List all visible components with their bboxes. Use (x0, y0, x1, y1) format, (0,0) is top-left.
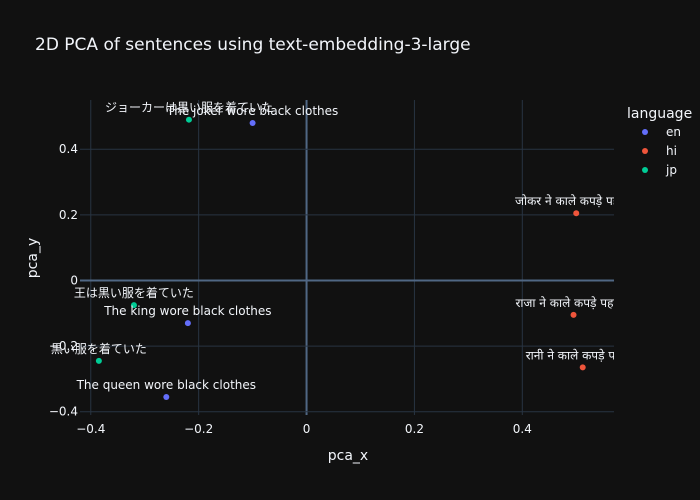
legend-label: en (666, 125, 681, 139)
tick-labels: −0.4 −0.2 0 0.2 0.4 −0.4 −0.2 0 0.2 0.4 (49, 142, 532, 436)
data-label: जोकर ने काले कपड़े पहने थे (515, 194, 638, 208)
data-label: The king wore black clothes (103, 304, 271, 318)
data-label: 王は黒い服を着ていた (74, 285, 194, 300)
data-label: The joker wore black clothes (166, 104, 338, 118)
data-label: ジョーカーは黒い服を着ていた (105, 100, 273, 115)
data-point-jp[interactable] (95, 357, 102, 364)
data-point-jp[interactable] (185, 116, 192, 123)
data-point-hi[interactable] (573, 210, 580, 217)
data-label: 黒い服を着ていた (51, 341, 147, 356)
y-tick-label: 0 (70, 273, 78, 287)
data-points (95, 116, 586, 400)
legend-marker (642, 167, 648, 173)
chart-title: 2D PCA of sentences using text-embedding… (35, 35, 471, 55)
y-tick-label: −0.4 (49, 405, 78, 419)
data-point-en[interactable] (184, 320, 191, 327)
legend-marker (642, 129, 648, 135)
y-axis-title: pca_y (25, 238, 41, 278)
x-tick-label: 0 (303, 422, 311, 436)
data-label: राजा ने काले कपड़े पहने थे (515, 296, 632, 310)
data-point-hi[interactable] (570, 311, 577, 318)
x-tick-label: 0.2 (405, 422, 424, 436)
x-tick-label: −0.2 (184, 422, 213, 436)
legend-label: jp (665, 163, 677, 177)
y-tick-label: 0.2 (59, 208, 78, 222)
legend-label: hi (666, 144, 677, 158)
data-point-jp[interactable] (130, 302, 137, 309)
legend-item-hi[interactable]: hi (642, 144, 677, 158)
data-point-en[interactable] (249, 119, 256, 126)
data-point-en[interactable] (163, 393, 170, 400)
grid-lines (80, 100, 614, 415)
legend-item-en[interactable]: en (642, 125, 681, 139)
y-tick-label: −0.2 (49, 339, 78, 353)
legend-marker (642, 148, 648, 154)
data-label: The queen wore black clothes (76, 378, 256, 392)
legend[interactable]: language en hi jp (627, 106, 692, 177)
y-tick-label: 0.4 (59, 142, 78, 156)
x-axis-title: pca_x (328, 448, 368, 464)
data-label: रानी ने काले कपड़े पहने थे (526, 348, 640, 362)
x-tick-label: −0.4 (76, 422, 105, 436)
legend-item-jp[interactable]: jp (642, 163, 677, 177)
x-tick-label: 0.4 (513, 422, 532, 436)
data-labels: The joker wore black clothes The king wor… (51, 100, 640, 392)
legend-title: language (627, 106, 692, 122)
data-point-hi[interactable] (579, 364, 586, 371)
